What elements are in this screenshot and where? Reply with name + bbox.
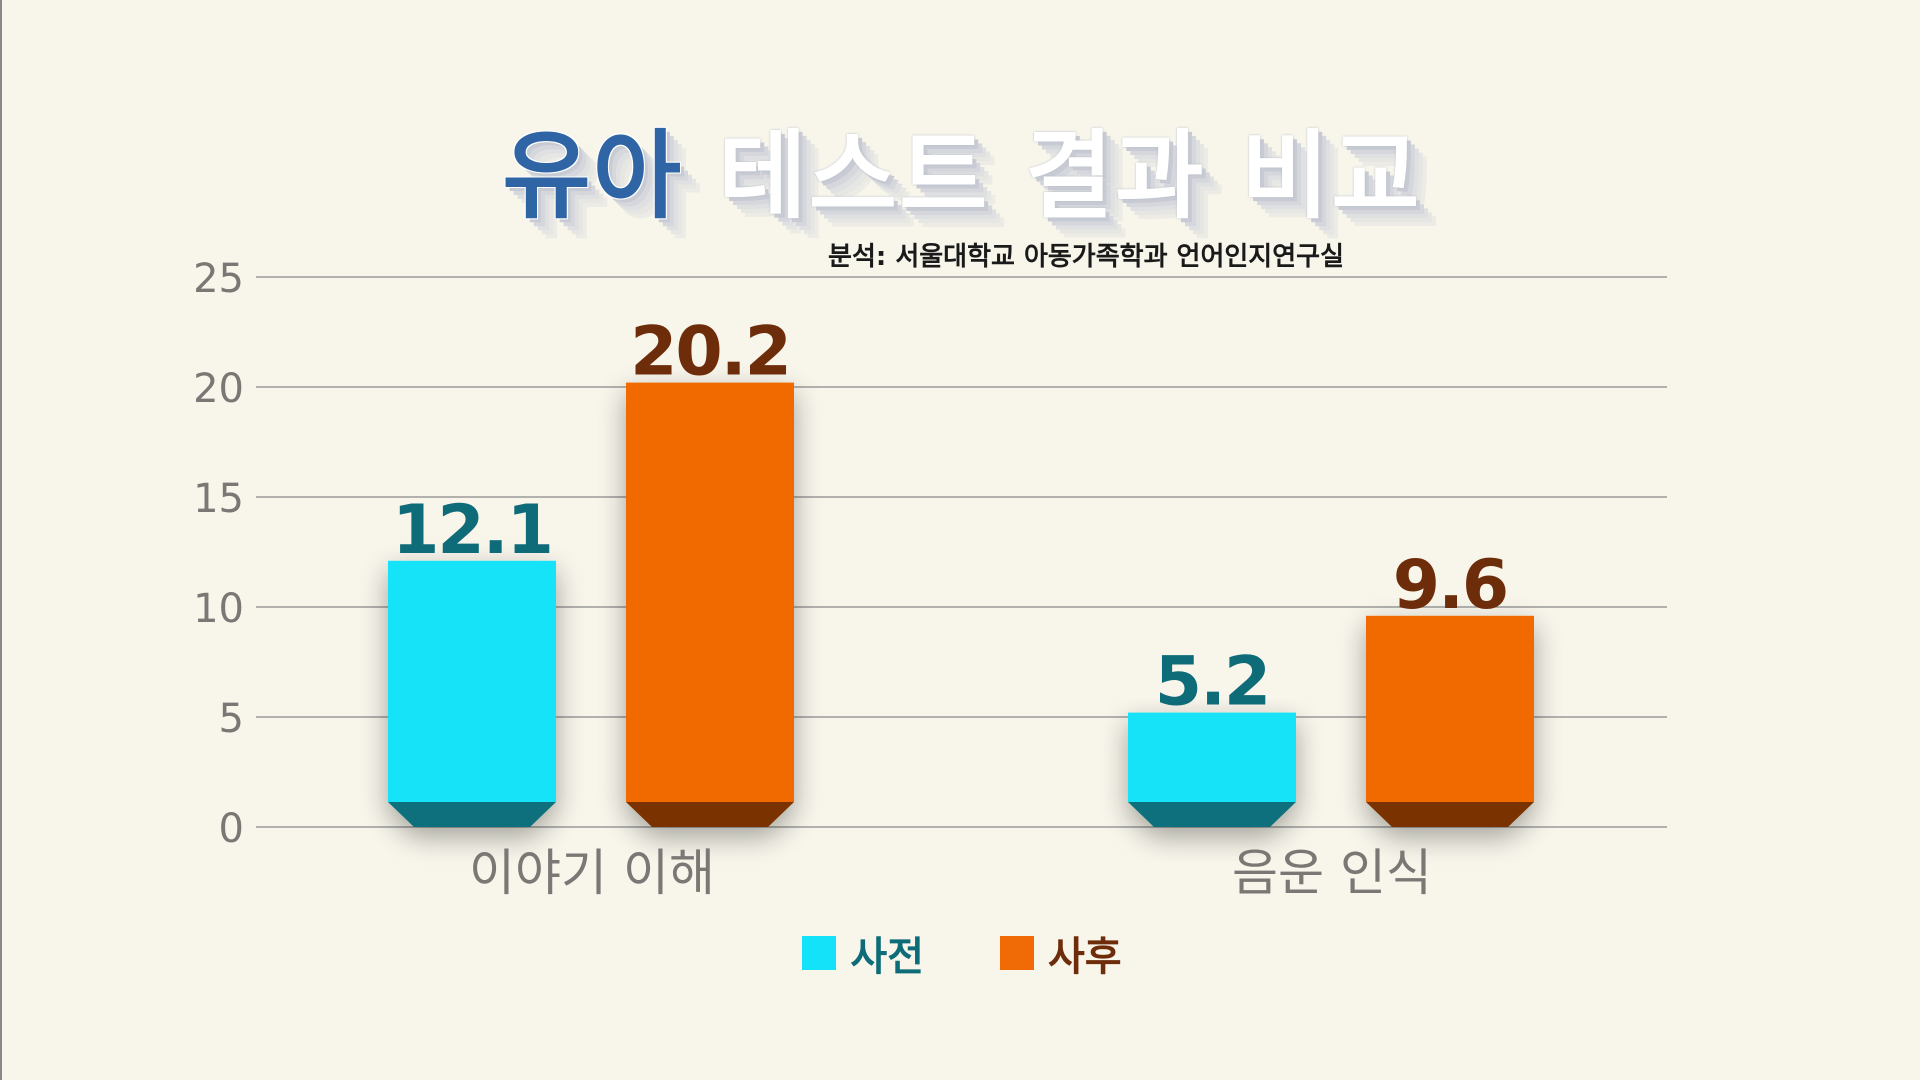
y-tick-label: 5 <box>219 696 244 742</box>
bar-pre-0 <box>388 560 556 827</box>
data-label: 9.6 <box>1393 546 1507 625</box>
y-tick-label: 10 <box>193 586 244 632</box>
legend: 사전 사후 <box>2 924 1920 982</box>
legend-label-pre: 사전 <box>850 934 924 980</box>
bars <box>388 382 1534 827</box>
chart-title: 유아 테스트 결과 비교 <box>2 128 1920 224</box>
bar-pre-1 <box>1128 712 1296 827</box>
chart-title-part2: 테스트 결과 비교 <box>718 120 1422 232</box>
y-tick-label: 0 <box>219 806 244 852</box>
bar-post-0 <box>626 382 794 827</box>
bar-post-1 <box>1366 615 1534 827</box>
bar-face <box>626 382 794 802</box>
bar-base <box>1128 802 1296 827</box>
category-label: 이야기 이해 <box>469 844 715 902</box>
data-label: 5.2 <box>1155 643 1269 722</box>
data-label: 12.1 <box>392 491 552 570</box>
legend-item-post: 사후 <box>1000 924 1122 982</box>
legend-item-pre: 사전 <box>802 924 924 982</box>
y-tick-label: 25 <box>193 256 244 302</box>
bar-face <box>1128 712 1296 802</box>
y-axis-ticks: 0 5 10 15 20 25 <box>193 256 244 852</box>
category-labels: 이야기 이해 음운 인식 <box>469 844 1432 902</box>
bar-base <box>1366 802 1534 827</box>
data-labels: 12.1 20.2 5.2 9.6 <box>392 313 1509 722</box>
y-tick-label: 20 <box>193 366 244 412</box>
bar-face <box>1366 615 1534 802</box>
bar-face <box>388 560 556 802</box>
chart-title-part1: 유아 <box>502 120 684 232</box>
category-label: 음운 인식 <box>1232 844 1432 902</box>
y-tick-label: 15 <box>193 476 244 522</box>
bar-base <box>626 802 794 827</box>
legend-swatch-pre <box>802 936 837 970</box>
legend-swatch-post <box>1000 936 1034 970</box>
chart-subtitle: 분석: 서울대학교 아동가족학과 언어인지연구실 <box>828 242 1344 272</box>
data-label: 20.2 <box>630 313 790 392</box>
legend-label-post: 사후 <box>1048 934 1122 980</box>
bar-base <box>388 802 556 827</box>
